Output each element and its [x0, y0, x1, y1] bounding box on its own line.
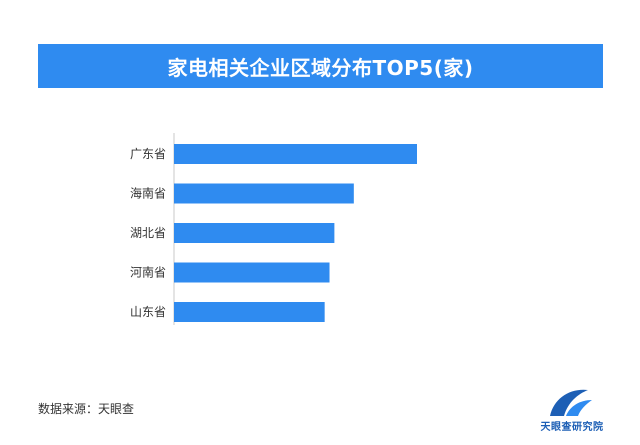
logo-text: 天眼查研究院	[540, 422, 604, 433]
category-label-2: 海南省	[130, 186, 166, 201]
tianyancha-logo: 天眼查研究院	[536, 380, 608, 436]
category-label-5: 山东省	[130, 305, 166, 319]
bar-5	[174, 302, 325, 322]
title-banner: 家电相关企业区域分布TOP5(家)	[38, 44, 603, 88]
bar-3	[174, 223, 335, 243]
category-label-3: 湖北省	[130, 225, 166, 240]
category-label-4: 河南省	[130, 265, 166, 280]
bar-4	[174, 262, 330, 283]
bar-2	[174, 183, 354, 204]
category-label-1: 广东省	[130, 147, 166, 161]
logo-emblem-icon	[550, 389, 592, 416]
chart-title: 家电相关企业区域分布TOP5(家)	[167, 55, 474, 80]
data-source: 数据来源：天眼查	[38, 402, 135, 416]
bar-1	[174, 144, 417, 164]
